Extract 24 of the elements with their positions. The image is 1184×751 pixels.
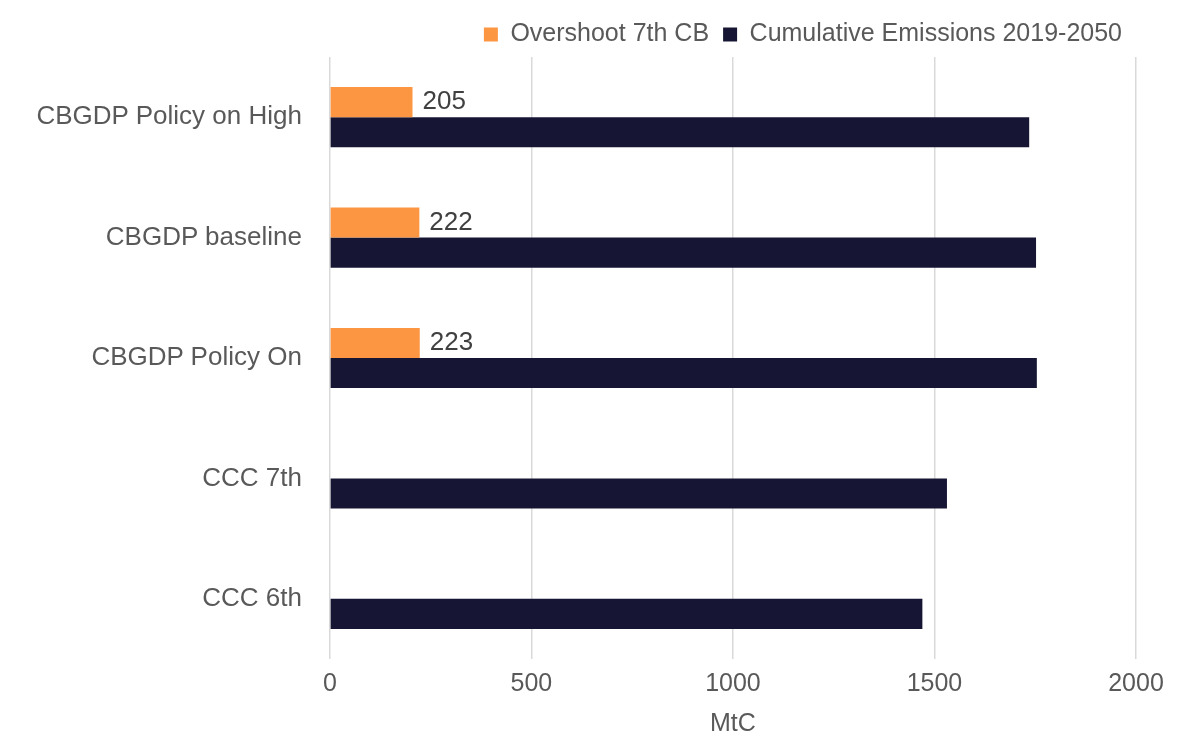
bar — [330, 117, 1030, 148]
bar — [330, 237, 1037, 268]
y-tick-label: CBGDP Policy On — [91, 341, 302, 372]
bar — [330, 87, 413, 118]
x-tick-label: 0 — [322, 667, 337, 696]
y-tick-label: CCC 6th — [202, 581, 302, 612]
y-tick-label: CCC 7th — [202, 461, 302, 492]
legend-label: Overshoot 7th CB — [510, 18, 710, 47]
data-label: 222 — [429, 205, 473, 236]
bar — [330, 358, 1037, 389]
legend-label: Cumulative Emissions 2019-2050 — [749, 18, 1123, 47]
data-label: 205 — [422, 85, 466, 116]
bar — [330, 478, 947, 509]
x-tick-label: 1000 — [705, 667, 761, 696]
x-axis-title: MtC — [710, 707, 756, 736]
bar — [330, 598, 923, 629]
bar — [330, 327, 420, 358]
y-tick-label: CBGDP baseline — [105, 220, 302, 251]
data-label: 223 — [429, 326, 474, 357]
y-tick-label: CBGDP Policy on High — [36, 100, 302, 131]
x-tick-label: 2000 — [1108, 667, 1164, 696]
bar — [330, 207, 420, 238]
x-tick-label: 500 — [510, 667, 553, 696]
x-tick-label: 1500 — [906, 667, 963, 696]
